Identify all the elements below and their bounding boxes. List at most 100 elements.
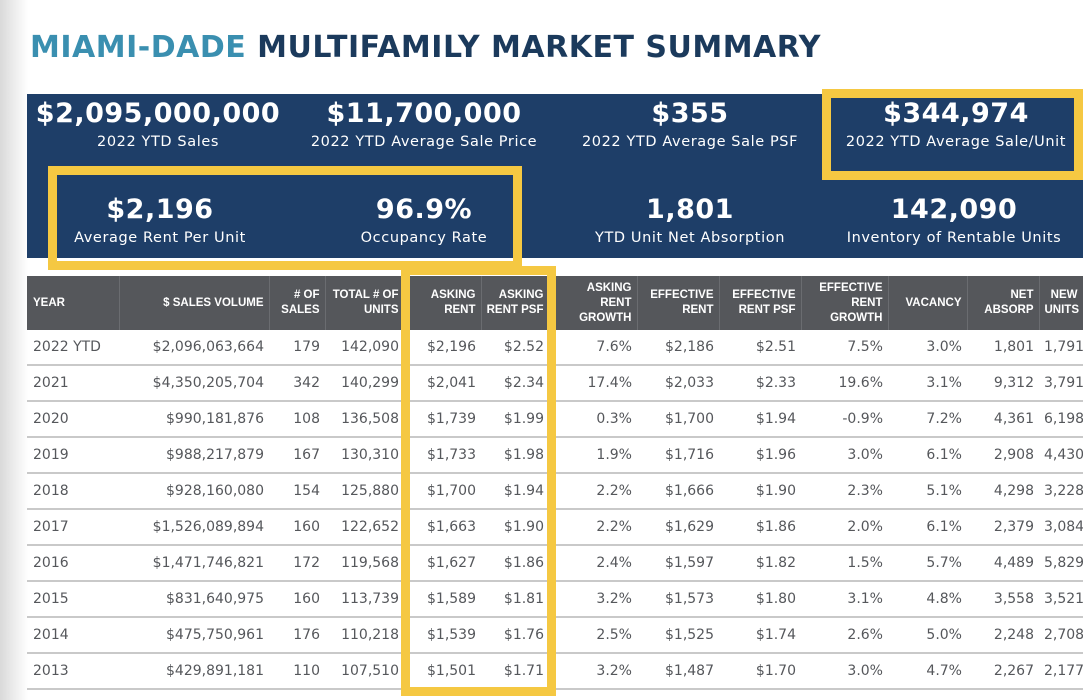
table-cell: 2022 YTD: [27, 330, 119, 366]
table-cell: 110,218: [325, 617, 404, 654]
column-header-asking-rent-psf: ASKING RENT PSF: [481, 276, 550, 330]
stat-value: $344,974: [883, 98, 1029, 129]
table-header-row: YEAR $ SALES VOLUME # OF SALES TOTAL # O…: [27, 276, 1083, 330]
table-cell: 2017: [27, 509, 119, 546]
table-row: 2014 $475,750,961 176 110,218 $1,539 $1.76 2.5…: [27, 617, 1083, 654]
table-cell: 2,248: [967, 617, 1039, 654]
table-cell: 5.0%: [888, 617, 967, 654]
table-cell: 7.6%: [549, 330, 637, 366]
table-cell: 2,908: [967, 437, 1039, 474]
stat-label: 2022 YTD Average Sale Price: [310, 134, 538, 150]
stat-average-sale-price: $11,700,000 2022 YTD Average Sale Price: [293, 97, 555, 151]
table-cell: 160: [269, 581, 325, 618]
table-cell: 108: [269, 401, 325, 438]
table-cell: $2.34: [481, 365, 549, 402]
column-header-total-units: TOTAL # OF UNITS: [325, 276, 405, 330]
table-cell: 130,310: [325, 437, 404, 474]
stat-average-sale-per-unit: $344,974 2022 YTD Average Sale/Unit: [825, 97, 1083, 151]
stat-label: Average Rent Per Unit: [74, 230, 246, 246]
table-cell: 2.2%: [549, 473, 637, 510]
market-summary-table: YEAR $ SALES VOLUME # OF SALES TOTAL # O…: [27, 276, 1083, 690]
table-cell: 160: [269, 509, 325, 546]
table-cell: $1,700: [404, 473, 481, 510]
table-cell: 3,558: [967, 581, 1039, 618]
column-header-vacancy: VACANCY: [888, 276, 968, 330]
table-cell: $1.80: [719, 581, 801, 618]
table-cell: 2020: [27, 401, 119, 438]
table-cell: 5.7%: [888, 545, 967, 582]
table-cell: 2.6%: [801, 617, 888, 654]
stat-average-sale-psf: $355 2022 YTD Average Sale PSF: [559, 97, 821, 151]
page-edge-shadow: [0, 0, 28, 700]
table-cell: 7.2%: [888, 401, 967, 438]
stat-label: 2022 YTD Average Sale/Unit: [845, 134, 1067, 150]
table-cell: 140,299: [325, 365, 404, 402]
column-header-effective-rent-psf: EFFECTIVE RENT PSF: [719, 276, 802, 330]
table-cell: 2019: [27, 437, 119, 474]
table-cell: $1,700: [637, 401, 719, 438]
table-cell: $1,716: [637, 437, 719, 474]
table-cell: 0.3%: [549, 401, 637, 438]
column-header-num-sales: # OF SALES: [269, 276, 326, 330]
table-cell: $2,033: [637, 365, 719, 402]
table-cell: 2.5%: [549, 617, 637, 654]
stat-label: 2022 YTD Average Sale PSF: [581, 134, 799, 150]
stat-label: Occupancy Rate: [360, 230, 488, 246]
table-cell: 2,177: [1039, 653, 1083, 690]
table-cell: $1.94: [719, 401, 801, 438]
table-cell: $988,217,879: [119, 437, 269, 474]
table-cell: 2016: [27, 545, 119, 582]
table-cell: $1.90: [481, 509, 549, 546]
page-title-accent: MIAMI-DADE: [30, 30, 247, 65]
table-cell: $2,186: [637, 330, 719, 366]
table-cell: 113,739: [325, 581, 404, 618]
table-row: 2019 $988,217,879 167 130,310 $1,733 $1.98 1.9…: [27, 437, 1083, 474]
table-cell: $1,487: [637, 653, 719, 690]
table-cell: 19.6%: [801, 365, 888, 402]
table-cell: 3.1%: [801, 581, 888, 618]
table-cell: 1,801: [967, 330, 1039, 366]
table-cell: 4,430: [1039, 437, 1083, 474]
table-cell: 176: [269, 617, 325, 654]
stat-label: Inventory of Rentable Units: [846, 230, 1062, 246]
table-row: 2022 YTD $2,096,063,664 179 142,090 $2,196 $2…: [27, 330, 1083, 366]
table-cell: $1,663: [404, 509, 481, 546]
table-cell: 167: [269, 437, 325, 474]
table-cell: $1,666: [637, 473, 719, 510]
table-cell: 3.0%: [801, 437, 888, 474]
table-cell: $1.99: [481, 401, 549, 438]
table-cell: 3,791: [1039, 365, 1083, 402]
stat-label: 2022 YTD Sales: [97, 134, 219, 150]
table-cell: 6.1%: [888, 509, 967, 546]
table-cell: 2015: [27, 581, 119, 618]
stat-inventory: 142,090 Inventory of Rentable Units: [825, 193, 1083, 247]
table-cell: 2018: [27, 473, 119, 510]
table-cell: 4,298: [967, 473, 1039, 510]
table-cell: $1.86: [481, 545, 549, 582]
column-header-net-absorption: NET ABSORP: [967, 276, 1040, 330]
stat-ytd-sales: $2,095,000,000 2022 YTD Sales: [27, 97, 289, 151]
stat-net-absorption: 1,801 YTD Unit Net Absorption: [559, 193, 821, 247]
table-cell: 2.0%: [801, 509, 888, 546]
table-cell: $1,573: [637, 581, 719, 618]
table-cell: 179: [269, 330, 325, 366]
table-cell: 1.9%: [549, 437, 637, 474]
table-cell: 2,267: [967, 653, 1039, 690]
table-cell: $1,589: [404, 581, 481, 618]
stat-average-rent: $2,196 Average Rent Per Unit: [27, 193, 293, 247]
table-cell: $1,629: [637, 509, 719, 546]
table-cell: 110: [269, 653, 325, 690]
table-cell: 9,312: [967, 365, 1039, 402]
table-cell: 3,521: [1039, 581, 1083, 618]
table-cell: $1.90: [719, 473, 801, 510]
column-header-effective-rent-growth: EFFECTIVE RENT GROWTH: [801, 276, 889, 330]
column-header-year: YEAR: [27, 276, 120, 330]
table-cell: 3.1%: [888, 365, 967, 402]
table-cell: 2,708: [1039, 617, 1083, 654]
table-row: 2020 $990,181,876 108 136,508 $1,739 $1.99 0.3…: [27, 401, 1083, 438]
column-header-effective-rent: EFFECTIVE RENT: [637, 276, 720, 330]
table-cell: 6.1%: [888, 437, 967, 474]
table-cell: 4.7%: [888, 653, 967, 690]
table-cell: $1.82: [719, 545, 801, 582]
table-cell: $831,640,975: [119, 581, 269, 618]
